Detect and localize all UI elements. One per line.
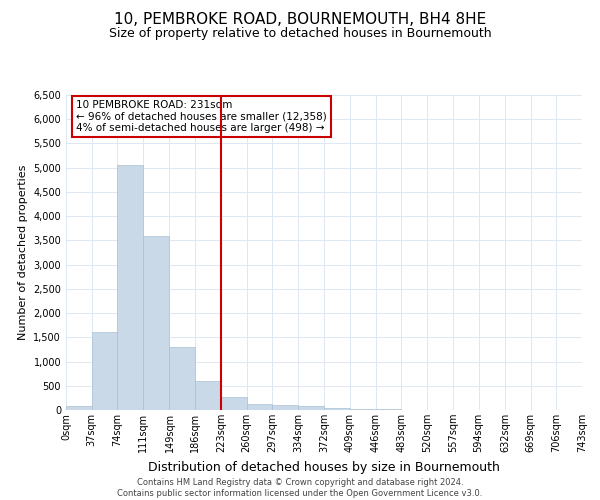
Bar	[272, 405, 298, 410]
X-axis label: Distribution of detached houses by size in Bournemouth: Distribution of detached houses by size …	[148, 460, 500, 473]
Y-axis label: Number of detached properties: Number of detached properties	[18, 165, 28, 340]
Bar	[169, 347, 195, 410]
Bar	[247, 404, 272, 410]
Bar	[118, 166, 143, 410]
Bar	[298, 406, 323, 410]
Bar	[143, 236, 169, 410]
Text: 10 PEMBROKE ROAD: 231sqm
← 96% of detached houses are smaller (12,358)
4% of sem: 10 PEMBROKE ROAD: 231sqm ← 96% of detach…	[76, 100, 327, 133]
Text: Size of property relative to detached houses in Bournemouth: Size of property relative to detached ho…	[109, 28, 491, 40]
Text: Contains HM Land Registry data © Crown copyright and database right 2024.
Contai: Contains HM Land Registry data © Crown c…	[118, 478, 482, 498]
Bar	[325, 408, 350, 410]
Bar	[92, 332, 118, 410]
Bar	[195, 381, 221, 410]
Text: 10, PEMBROKE ROAD, BOURNEMOUTH, BH4 8HE: 10, PEMBROKE ROAD, BOURNEMOUTH, BH4 8HE	[114, 12, 486, 28]
Bar	[350, 409, 376, 410]
Bar	[221, 396, 247, 410]
Bar	[66, 406, 92, 410]
